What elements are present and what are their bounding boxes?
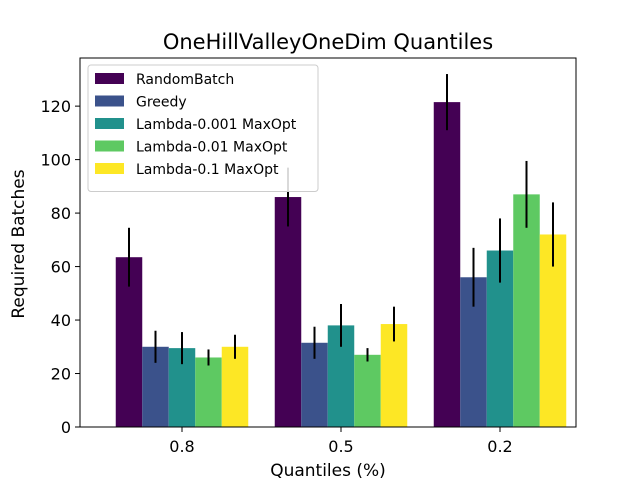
bars-layer <box>115 102 567 427</box>
legend-label: Greedy <box>136 95 187 111</box>
y-axis-label: Required Batches <box>9 169 29 318</box>
y-tick-label: 0 <box>61 418 71 437</box>
legend-label: Lambda-0.01 MaxOpt <box>136 140 288 156</box>
bar-randombatch-0.2 <box>433 102 461 427</box>
bar-lambda-0-01-maxopt-0.2 <box>513 194 540 427</box>
legend-swatch <box>95 118 124 129</box>
legend-label: Lambda-0.1 MaxOpt <box>136 162 279 178</box>
legend-swatch <box>95 140 124 152</box>
bar-lambda-0-01-maxopt-0.8 <box>195 357 222 427</box>
legend: RandomBatch Greedy Lambda-0.001 MaxOpt Lamb… <box>87 64 319 192</box>
x-tick-label: 0.5 <box>328 437 353 456</box>
bar-randombatch-0.5 <box>274 197 302 427</box>
y-tick-label: 60 <box>51 258 71 277</box>
y-axis: 0 20 40 60 80 100 120 <box>40 97 80 437</box>
legend-swatch <box>95 73 124 84</box>
legend-box <box>87 64 319 192</box>
chart-title: OneHillValleyOneDim Quantiles <box>163 30 493 54</box>
legend-swatch <box>95 95 124 107</box>
bar-lambda-0-1-maxopt-0.8 <box>221 346 249 427</box>
x-axis-label: Quantiles (%) <box>270 461 386 480</box>
y-tick-label: 120 <box>40 97 71 116</box>
y-tick-label: 40 <box>51 311 71 330</box>
plot-frame <box>79 57 577 428</box>
bar-lambda-0-01-maxopt-0.5 <box>354 354 381 427</box>
legend-label: RandomBatch <box>136 72 234 88</box>
legend-swatch <box>95 163 124 174</box>
x-tick-label: 0.2 <box>487 437 512 456</box>
x-tick-label: 0.8 <box>169 437 194 456</box>
x-axis: 0.8 0.5 0.2 <box>169 427 513 456</box>
legend-label: Lambda-0.001 MaxOpt <box>136 117 297 133</box>
y-tick-label: 100 <box>40 151 71 170</box>
error-bars-layer <box>128 74 554 366</box>
y-tick-label: 80 <box>51 204 71 223</box>
y-tick-label: 20 <box>51 365 71 384</box>
